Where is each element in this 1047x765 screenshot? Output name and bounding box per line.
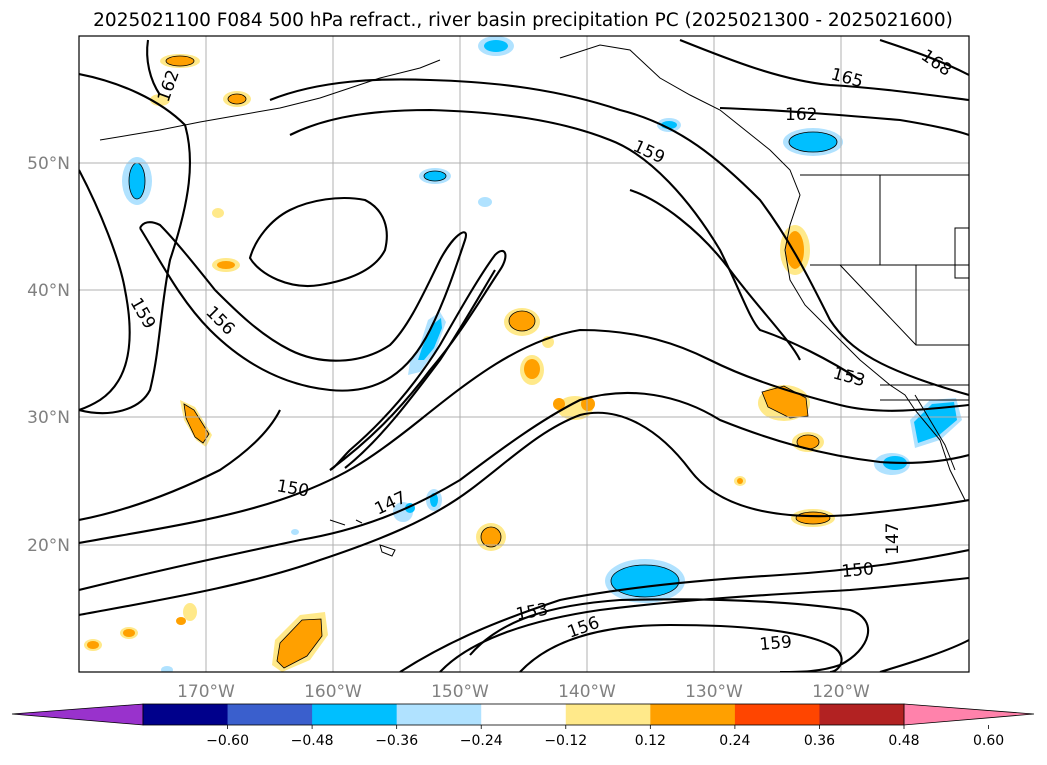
colorbar-label: −0.12 [544,733,587,749]
map-frame [78,35,970,673]
contour-label: 162 [785,105,817,125]
colorbar: −0.60 −0.48 −0.36 −0.24 −0.12 0.12 0.24 0.36 0.4… [11,703,1035,749]
contour-label: 159 [759,632,793,655]
longitude-labels: 170°W 160°W 150°W 140°W 130°W 120°W [177,682,870,702]
colorbar-label: 0.48 [888,733,919,749]
colorbar-label: 0.36 [804,733,835,749]
lon-label: 170°W [177,682,235,702]
colorbar-extend-max [903,703,1035,726]
lat-label: 50°N [27,154,70,174]
colorbar-label: −0.36 [375,733,418,749]
lat-label: 40°N [27,281,70,301]
contour-label: 147 [883,523,903,555]
lat-label: 30°N [27,408,70,428]
map-panel: 162 165 168 162 159 159 156 153 150 147 … [78,35,970,673]
lon-label: 160°W [304,682,362,702]
colorbar-label: 0.12 [635,733,666,749]
colorbar-label: −0.24 [460,733,503,749]
lon-label: 120°W [812,682,870,702]
colorbar-segment [481,704,567,725]
lon-label: 140°W [558,682,616,702]
colorbar-label: 0.60 [973,733,1004,749]
colorbar-frame [142,703,905,726]
map-background [79,36,969,672]
height-contours [79,39,969,672]
latitude-labels: 50°N 40°N 30°N 20°N [27,154,70,556]
colorbar-segment [143,704,229,725]
colorbar-label: −0.60 [206,733,249,749]
figure-title: 2025021100 F084 500 hPa refract., river … [93,10,953,31]
colorbar-extend-min [11,703,144,726]
contour-159-west [79,72,192,415]
lon-label: 130°W [685,682,743,702]
colorbar-label: −0.48 [291,733,334,749]
colorbar-segment [565,704,651,725]
coastlines [99,44,969,557]
contour-label: 150 [841,559,875,582]
colorbar-segment [734,704,820,725]
lon-label: 150°W [431,682,489,702]
colorbar-segment [650,704,736,725]
colorbar-segment [819,704,905,725]
lat-label: 20°N [27,536,70,556]
patch-outlines [128,55,838,669]
colorbar-label: 0.24 [719,733,750,749]
graticule [79,36,969,672]
colorbar-segment [396,704,482,725]
colorbar-segment [227,704,313,725]
colorbar-segment [312,704,398,725]
